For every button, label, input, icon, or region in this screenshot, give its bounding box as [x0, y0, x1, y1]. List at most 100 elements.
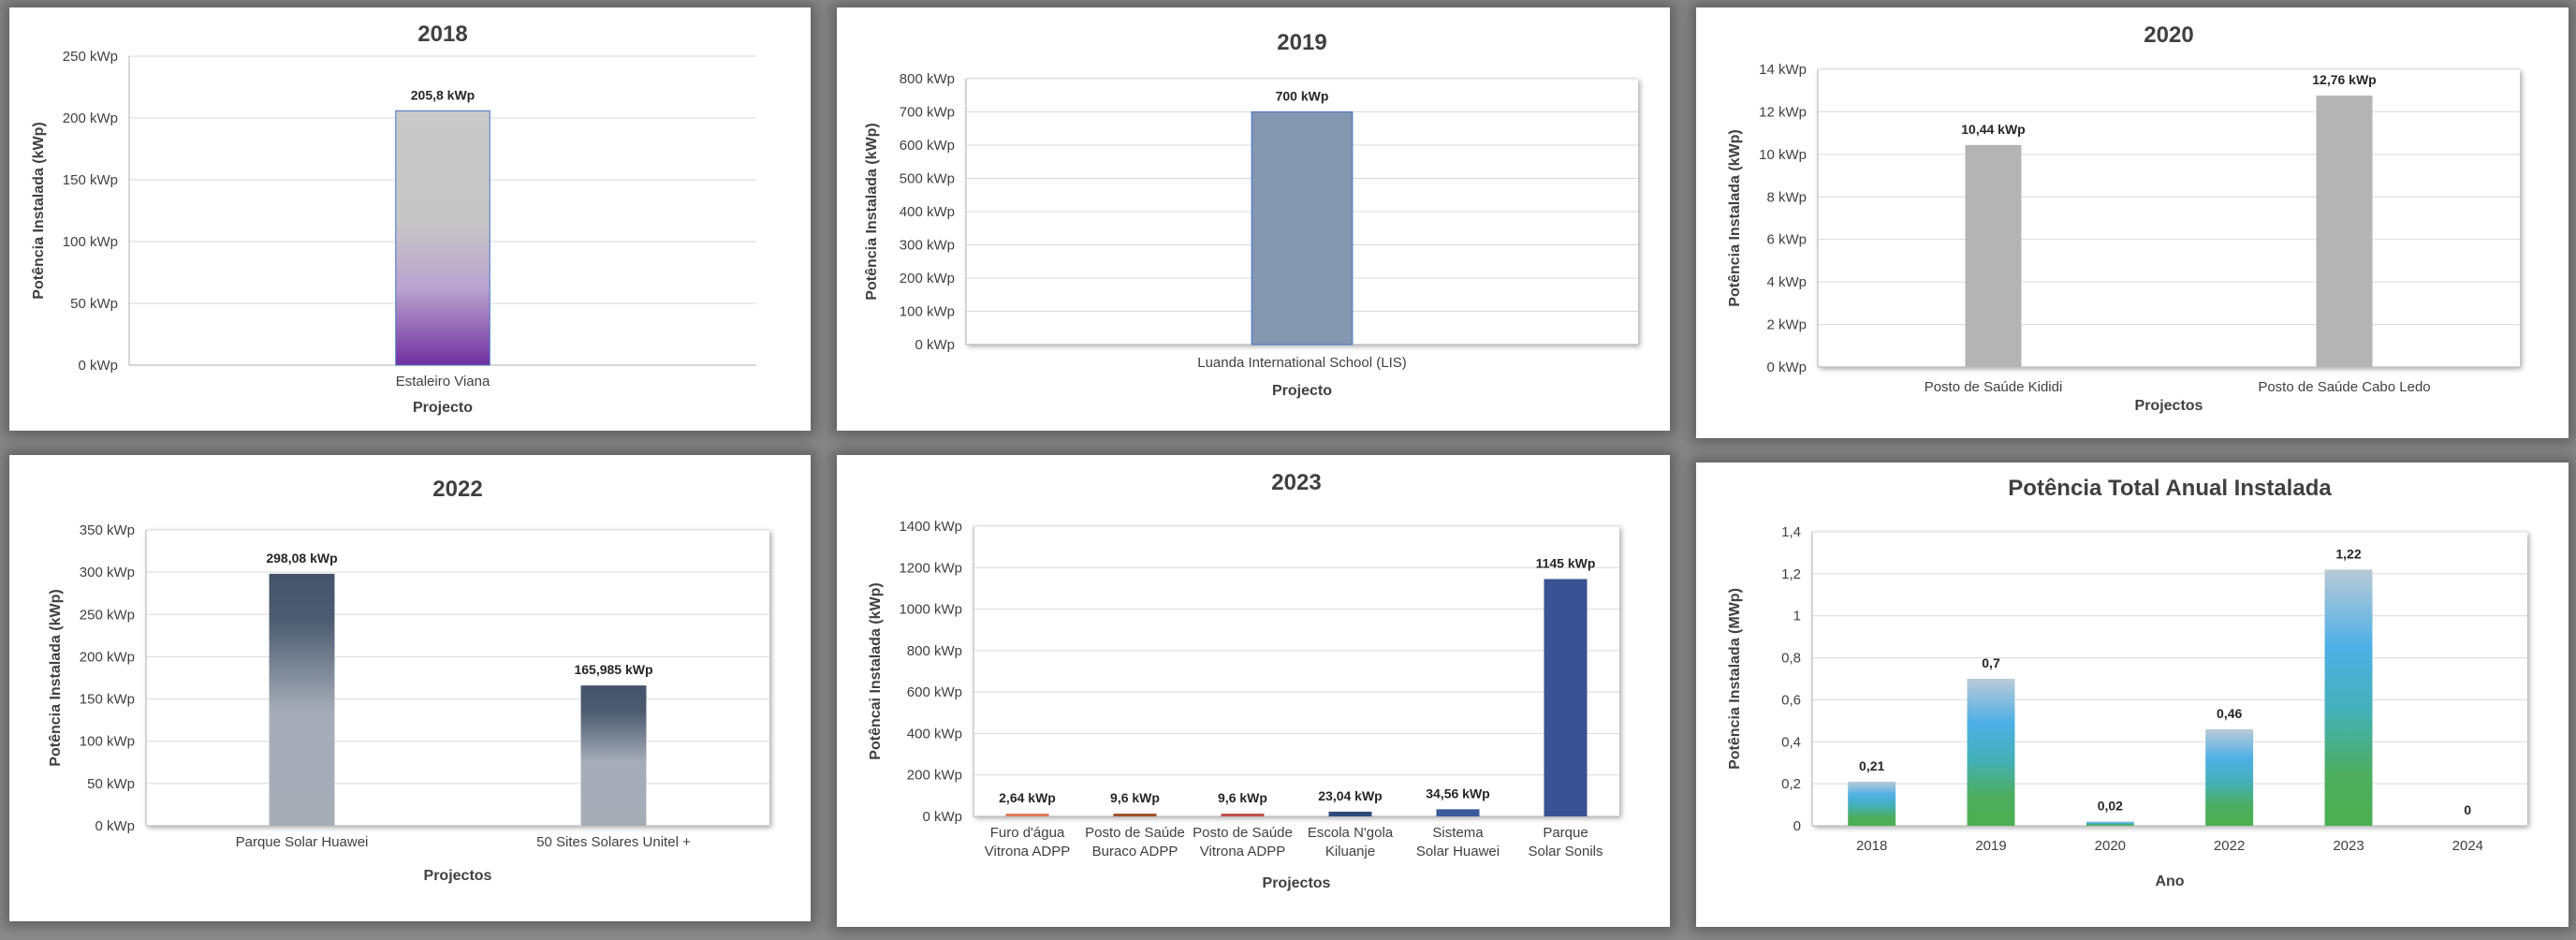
x-axis-title: Projectos: [1263, 875, 1331, 891]
x-axis-title: Projecto: [413, 400, 473, 416]
data-label: 165,985 kWp: [574, 662, 652, 677]
data-label: 10,44 kWp: [1961, 122, 2025, 137]
category-label: Solar Huawei: [1416, 844, 1500, 859]
y-tick-label: 200 kWp: [80, 649, 135, 665]
category-label: Parque: [1543, 825, 1588, 841]
data-label: 0,46: [2217, 706, 2242, 721]
y-tick-label: 50 kWp: [87, 776, 135, 792]
y-axis-title: Potência Instalada (kWp): [48, 589, 64, 766]
chart-panel-2023: 0 kWp 200 kWp 400 kWp 600 kWp 800 kWp 1000 kW…: [837, 455, 1670, 927]
data-label: 0,21: [1859, 758, 1884, 773]
data-label: 298,08 kWp: [266, 551, 337, 565]
bar: [1221, 814, 1265, 816]
chart-title: 2022: [432, 477, 482, 502]
y-tick-label: 50 kWp: [70, 296, 118, 312]
chart-title: Potência Total Anual Instalada: [2008, 476, 2332, 501]
y-tick-label: 800 kWp: [907, 643, 962, 659]
y-tick-label: 400 kWp: [900, 204, 955, 220]
y-tick-label: 150 kWp: [63, 172, 118, 188]
bar: [1436, 809, 1480, 816]
x-axis-title: Projectos: [2135, 398, 2203, 414]
data-label: 23,04 kWp: [1318, 788, 1382, 803]
y-tick-label: 1200 kWp: [899, 560, 962, 576]
x-axis-title: Ano: [2155, 874, 2184, 889]
bar: [1251, 111, 1354, 345]
data-label: 1,22: [2335, 546, 2361, 561]
y-tick-label: 200 kWp: [63, 110, 118, 126]
y-tick-label: 0 kWp: [915, 337, 955, 353]
y-tick-label: 1,4: [1781, 524, 1801, 540]
bar: [2324, 569, 2373, 826]
bar: [1544, 579, 1588, 816]
bar: [1328, 811, 1372, 816]
category-label: Posto de Saúde Kididi: [1925, 379, 2063, 395]
y-tick-label: 200 kWp: [907, 768, 962, 784]
category-label: Kiluanje: [1325, 844, 1375, 859]
chart-2020: 0 kWp 2 kWp 4 kWp 6 kWp 8 kWp 10 kWp 12 kWp 14 …: [1727, 22, 2520, 414]
category-label: Solar Sonils: [1528, 844, 1603, 859]
y-tick-label: 350 kWp: [80, 522, 135, 538]
data-label: 2,64 kWp: [999, 790, 1056, 805]
category-label: Posto de Saúde: [1193, 825, 1293, 841]
chart-title: 2020: [2144, 22, 2193, 48]
y-tick-label: 700 kWp: [900, 105, 955, 121]
category-label: 2024: [2452, 838, 2483, 854]
bar: [1967, 679, 2015, 826]
plot-area: [973, 526, 1619, 816]
data-label: 9,6 kWp: [1110, 790, 1160, 805]
chart-2022: 0 kWp 50 kWp 100 kWp 150 kWp 200 kWp 250 kWp 3…: [48, 477, 769, 884]
data-label: 9,6 kWp: [1218, 790, 1267, 805]
y-tick-label: 0,2: [1781, 776, 1801, 792]
y-tick-label: 0 kWp: [1766, 360, 1807, 375]
y-axis-title: Potêncai Instalada (kWp): [868, 582, 884, 759]
y-tick-label: 0,6: [1781, 692, 1801, 708]
bar: [2205, 728, 2254, 826]
bar: [269, 573, 335, 826]
chart-panel-2019: 0 kWp 100 kWp 200 kWp 300 kWp 400 kWp 500 kWp…: [837, 7, 1670, 431]
y-tick-label: 2 kWp: [1766, 317, 1807, 333]
chart-2018: 0 kWp 50 kWp 100 kWp 150 kWp 200 kWp 250 kWp 2…: [31, 22, 756, 416]
category-label: Sistema: [1432, 825, 1484, 841]
chart-title: 2019: [1277, 30, 1326, 55]
bar: [1005, 814, 1049, 816]
bar: [395, 110, 490, 366]
category-label: 2022: [2214, 838, 2245, 854]
category-label: 2019: [1975, 838, 2006, 854]
category-label: Vitrona ADPP: [1200, 844, 1285, 859]
y-tick-label: 0: [1793, 818, 1801, 834]
y-tick-label: 6 kWp: [1766, 232, 1807, 248]
y-tick-label: 250 kWp: [80, 607, 135, 623]
category-label: Furo d'água: [990, 825, 1065, 841]
category-label: Estaleiro Viana: [396, 374, 490, 389]
plot-area: [146, 530, 769, 826]
y-tick-label: 4 kWp: [1766, 274, 1807, 290]
y-axis-title: Potência Instalada (kWp): [864, 123, 880, 300]
data-label: 34,56 kWp: [1426, 786, 1489, 800]
bar: [1848, 781, 1896, 826]
y-tick-label: 200 kWp: [900, 271, 955, 286]
y-tick-label: 400 kWp: [907, 726, 962, 742]
data-label: 0,7: [1982, 655, 2000, 670]
y-tick-label: 1,2: [1781, 566, 1801, 582]
bar: [2086, 821, 2134, 826]
category-label: 2023: [2333, 838, 2364, 854]
category-label: Parque Solar Huawei: [236, 834, 369, 850]
y-tick-label: 8 kWp: [1766, 189, 1807, 205]
bar: [1113, 814, 1157, 816]
data-label: 1145 kWp: [1536, 555, 1596, 570]
data-label: 12,76 kWp: [2312, 72, 2376, 87]
x-axis-title: Projectos: [424, 868, 492, 884]
y-tick-label: 12 kWp: [1759, 104, 1807, 120]
chart-panel-2018: 0 kWp 50 kWp 100 kWp 150 kWp 200 kWp 250 kWp 2…: [9, 7, 811, 431]
chart-total-annual: 0 0,2 0,4 0,6 0,8 1 1,2 1,4 0,21 2018 0,7 2019 0,02 2…: [1727, 476, 2527, 889]
bar: [2316, 95, 2373, 367]
y-tick-label: 14 kWp: [1759, 62, 1807, 78]
y-axis-title: Potência Instalada (kWp): [1727, 129, 1743, 306]
category-label: Posto de Saúde: [1085, 825, 1185, 841]
bar: [580, 685, 647, 826]
y-tick-label: 250 kWp: [63, 49, 118, 65]
y-axis-title: Potência Instalada (kWp): [31, 122, 47, 299]
category-label: Vitrona ADPP: [985, 844, 1070, 859]
y-tick-label: 1: [1793, 609, 1801, 624]
chart-panel-total: 0 0,2 0,4 0,6 0,8 1 1,2 1,4 0,21 2018 0,7 2019 0,02 2…: [1696, 463, 2569, 927]
